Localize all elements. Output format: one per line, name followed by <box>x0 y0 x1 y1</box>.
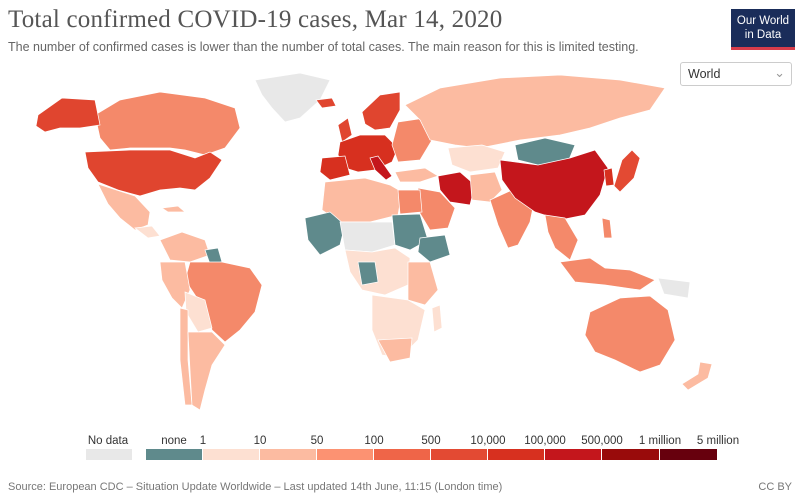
country-turkey[interactable] <box>394 167 439 183</box>
legend-color-bin <box>374 449 431 460</box>
country-russia[interactable] <box>404 74 666 149</box>
legend-tick-label: 100,000 <box>524 435 566 447</box>
legend-tick-label: 100 <box>364 435 384 447</box>
legend-tick-label: 50 <box>310 435 324 447</box>
legend-color-bin <box>602 449 660 460</box>
country-madagascar[interactable] <box>431 304 443 333</box>
world-map <box>35 72 713 411</box>
country-usa[interactable] <box>84 149 223 197</box>
country-egypt[interactable] <box>397 189 423 215</box>
country-argentina[interactable] <box>187 331 226 411</box>
chart-title: Total confirmed COVID-19 cases, Mar 14, … <box>8 6 503 33</box>
logo-accent-bar <box>731 47 795 50</box>
country-iceland[interactable] <box>315 97 337 109</box>
country-brazil[interactable] <box>184 261 263 343</box>
legend-tick-label: 500 <box>421 435 441 447</box>
legend-none-swatch <box>146 449 203 460</box>
country-congo[interactable] <box>357 261 379 286</box>
country-scandinavia[interactable] <box>361 91 401 131</box>
country-central-america[interactable] <box>134 225 161 239</box>
logo-line-1: Our World <box>736 15 790 27</box>
country-china[interactable] <box>499 149 609 221</box>
country-philippines[interactable] <box>601 217 613 239</box>
legend-tick-label: 10 <box>253 435 267 447</box>
country-ethiopia[interactable] <box>417 234 451 263</box>
logo-line-2: in Data <box>744 29 782 41</box>
legend-none-label: none <box>161 435 187 447</box>
legend-color-bin <box>488 449 545 460</box>
legend-tick-label: 10,000 <box>470 435 506 447</box>
country-central-west-africa[interactable] <box>339 221 396 253</box>
country-papua-new-guinea[interactable] <box>657 277 691 299</box>
license-link[interactable]: CC BY <box>758 481 792 493</box>
country-south-africa[interactable] <box>377 337 413 363</box>
country-west-africa[interactable] <box>304 211 346 256</box>
region-select[interactable]: World ⌄ <box>680 62 792 86</box>
legend-color-bin <box>660 449 718 460</box>
country-usa-alaska[interactable] <box>35 97 101 133</box>
country-cuba[interactable] <box>161 205 186 213</box>
country-guyana[interactable] <box>204 247 223 265</box>
country-peru[interactable] <box>159 261 191 309</box>
country-canada[interactable] <box>94 91 241 156</box>
country-italy[interactable] <box>369 155 393 181</box>
country-new-zealand[interactable] <box>681 361 713 391</box>
legend-color-bin <box>431 449 488 460</box>
chart-subtitle: The number of confirmed cases is lower t… <box>8 40 639 54</box>
region-select-value: World <box>688 67 721 81</box>
country-spain[interactable] <box>319 155 351 181</box>
country-central-africa[interactable] <box>344 247 411 296</box>
legend-color-bin <box>260 449 317 460</box>
legend-no-data-label: No data <box>87 435 129 447</box>
country-japan[interactable] <box>613 149 641 193</box>
country-kazakhstan[interactable] <box>447 144 506 173</box>
country-pakistan[interactable] <box>469 171 503 203</box>
legend-tick-label: 5 million <box>696 435 740 447</box>
legend-tick-label: 1 million <box>638 435 682 447</box>
legend-no-data-swatch <box>86 449 132 460</box>
chevron-down-icon: ⌄ <box>774 65 785 80</box>
source-note: Source: European CDC – Situation Update … <box>8 481 503 493</box>
legend-tick-label: 500,000 <box>581 435 623 447</box>
country-bolivia[interactable] <box>184 291 213 333</box>
legend-tick-label: 1 <box>199 435 207 447</box>
country-korea[interactable] <box>603 167 615 187</box>
country-southeast-asia[interactable] <box>544 214 579 261</box>
legend-color-bin <box>203 449 260 460</box>
country-australia[interactable] <box>584 295 676 373</box>
country-iran[interactable] <box>437 171 476 206</box>
legend-color-bin <box>545 449 602 460</box>
country-colombia-venezuela[interactable] <box>159 231 211 263</box>
country-east-africa[interactable] <box>407 261 439 306</box>
owid-logo[interactable]: Our World in Data <box>731 9 795 50</box>
country-greenland[interactable] <box>254 72 331 123</box>
legend-color-bin <box>317 449 374 460</box>
country-uk[interactable] <box>337 117 353 143</box>
country-indonesia[interactable] <box>559 257 656 291</box>
